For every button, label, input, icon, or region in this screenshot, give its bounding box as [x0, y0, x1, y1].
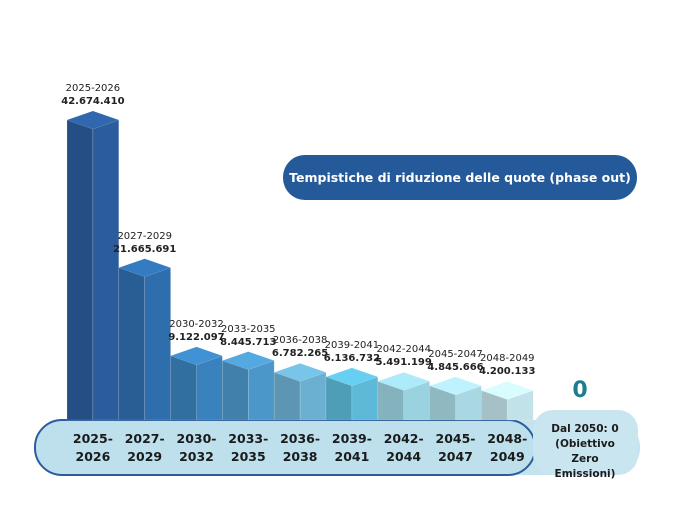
value-label: 8.445.713 [220, 336, 277, 348]
bar-top [118, 258, 171, 277]
value-label: 5.491.199 [375, 357, 432, 369]
bar-left-face [222, 360, 249, 421]
x-tick-label: 2045-2047 [435, 431, 476, 464]
x-tick-label: 2039-2041 [331, 431, 372, 464]
x-tick-label: 2048-2049 [487, 431, 528, 464]
value-label: 42.674.410 [61, 96, 125, 107]
target-text: Dal 2050: 0 (Obiettivo Zero Emissioni) [551, 423, 619, 480]
x-tick-label: 2027-2029 [124, 431, 165, 464]
bar-left-face [66, 119, 94, 421]
bar-category-label: 2048-2049 [480, 353, 535, 365]
bar-top [274, 363, 326, 382]
x-tick-label: 2033-2035 [228, 431, 269, 464]
x-tick-label: 2042-2044 [383, 431, 424, 464]
bar-category-label: 2039-2041 [324, 339, 380, 351]
value-label: 4.845.666 [427, 361, 484, 373]
value-label: 6.136.732 [323, 352, 381, 364]
bar-top [377, 372, 430, 391]
bar-category-label: 2033-2035 [221, 323, 276, 335]
value-label: 21.665.691 [113, 243, 177, 255]
bar-category-label: 2030-2032 [169, 318, 224, 330]
x-tick-label: 2025-2026 [72, 431, 113, 464]
x-tick-label: 2030-2032 [176, 431, 217, 464]
bar-category-label: 2042-2044 [376, 344, 431, 356]
target-box [533, 410, 638, 475]
bar-top [170, 346, 223, 365]
chart-title: Tempistiche di riduzione delle quote (ph… [283, 155, 637, 200]
bar-right-face [92, 119, 120, 421]
bar-category-label: 2027-2029 [117, 230, 172, 242]
bar-top [67, 111, 119, 129]
bar-category-label: 2036-2038 [272, 335, 328, 347]
bar-top [326, 367, 378, 386]
bar-right-face [248, 360, 275, 421]
bar-top [429, 376, 482, 395]
bar-category-label: 2025-2026 [65, 83, 121, 94]
target-value: 0 [572, 378, 588, 403]
x-tick-label: 2036-2038 [280, 431, 321, 464]
bar-left-face [118, 267, 145, 421]
bar-right-face [196, 355, 223, 421]
value-label: 9.122.097 [168, 331, 225, 343]
value-label: 6.782.265 [271, 348, 329, 360]
bar-top [481, 381, 534, 400]
value-label: 4.200.133 [479, 366, 536, 378]
bar-top [222, 351, 275, 370]
bar-left-face [170, 355, 197, 421]
bar-category-label: 2045-2047 [428, 348, 483, 360]
